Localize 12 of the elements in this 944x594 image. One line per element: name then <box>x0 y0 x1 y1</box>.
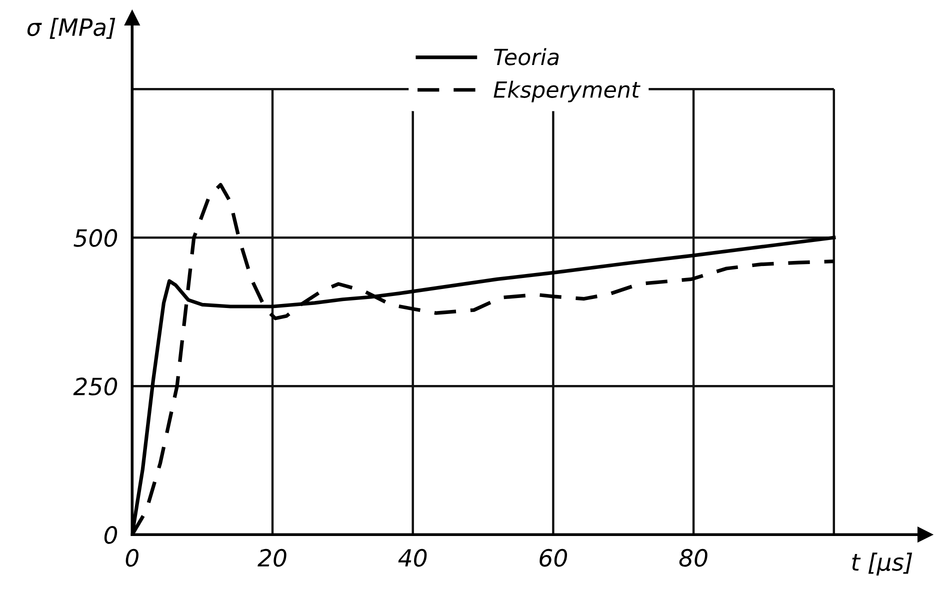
legend-label: Teoria <box>494 48 559 66</box>
legend-label: Eksperyment <box>494 80 640 102</box>
y-axis-title: σ [MPa] <box>27 18 116 39</box>
x-tick-label: 0 <box>126 548 138 567</box>
x-tick-label: 40 <box>398 548 427 567</box>
y-tick-label: 500 <box>74 229 118 247</box>
y-tick-label: 250 <box>73 378 118 396</box>
y-tick-label: 0 <box>104 526 118 544</box>
x-tick-label: 20 <box>258 548 286 567</box>
x-tick-label: 80 <box>679 548 708 567</box>
x-axis-title: t [μs] <box>852 552 912 576</box>
x-tick-label: 60 <box>540 548 568 567</box>
